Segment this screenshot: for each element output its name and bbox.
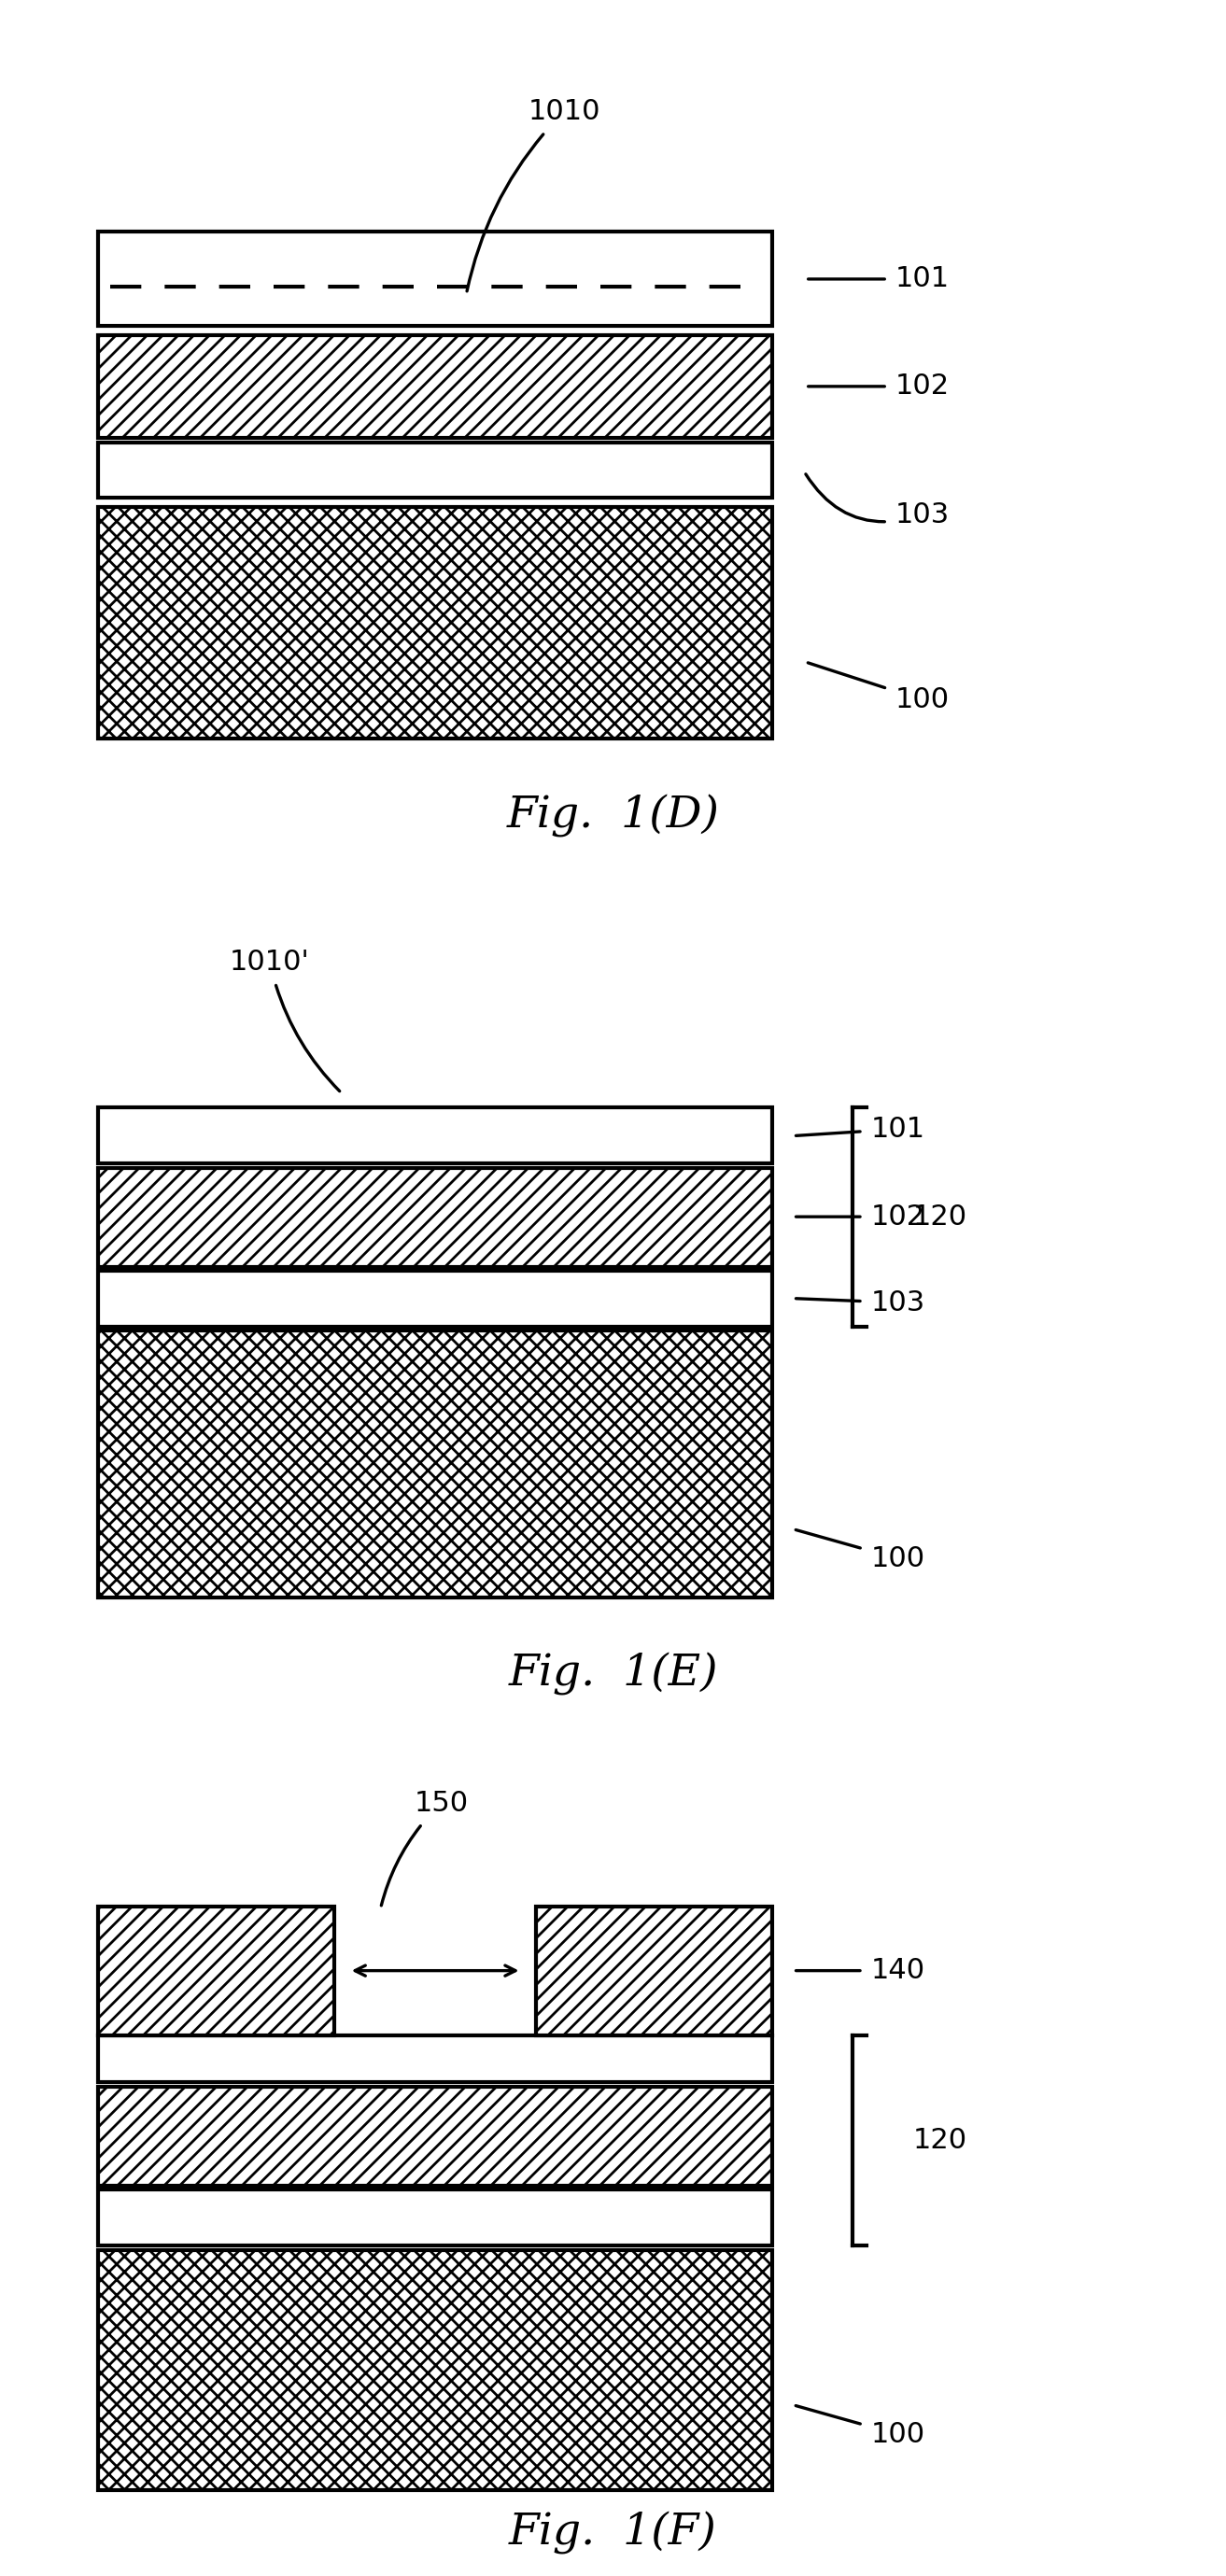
Text: 100: 100 [796, 2406, 924, 2447]
Text: 101: 101 [808, 265, 949, 294]
Text: Fig.  1(F): Fig. 1(F) [509, 2512, 717, 2555]
Text: 100: 100 [796, 1530, 924, 1571]
Text: 1010: 1010 [467, 98, 601, 291]
Text: 103: 103 [796, 1288, 924, 1316]
Text: Fig.  1(D): Fig. 1(D) [506, 793, 720, 837]
Bar [98, 2087, 772, 2184]
Bar [98, 507, 772, 739]
Bar [98, 443, 772, 497]
Bar [98, 1167, 772, 1267]
Bar [98, 232, 772, 327]
Bar [98, 1108, 772, 1164]
Bar [98, 2035, 772, 2081]
Text: 120: 120 [913, 1203, 967, 1231]
Text: 120: 120 [913, 2128, 967, 2154]
Bar [98, 335, 772, 438]
Text: 1010': 1010' [229, 948, 340, 1092]
Text: 140: 140 [796, 1958, 924, 1984]
Bar [537, 1906, 772, 2035]
Text: 150: 150 [381, 1790, 468, 1906]
Text: 103: 103 [805, 474, 949, 528]
Text: 101: 101 [796, 1115, 924, 1144]
Bar [98, 2190, 772, 2246]
Bar [98, 1332, 772, 1597]
Bar [98, 1270, 772, 1327]
Text: Fig.  1(E): Fig. 1(E) [509, 1654, 717, 1695]
Text: 100: 100 [808, 662, 949, 714]
Bar [98, 1906, 333, 2035]
Bar [98, 2249, 772, 2491]
Text: 102: 102 [796, 1203, 924, 1231]
Text: 102: 102 [808, 374, 949, 399]
